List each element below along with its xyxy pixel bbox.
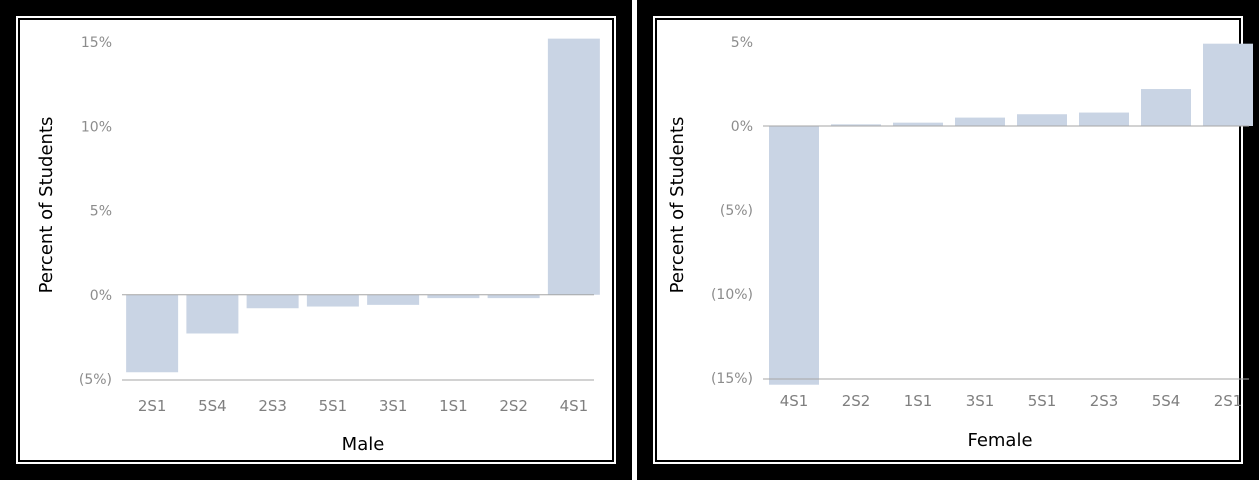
female-category-label: 5S1	[1028, 392, 1057, 410]
female-category-label: 4S1	[780, 392, 809, 410]
female-bar-3s1	[955, 117, 1005, 126]
male-bar-2s3	[246, 294, 299, 309]
male-category-label: 1S1	[439, 397, 468, 415]
female-ytick-label: (10%)	[711, 287, 753, 303]
male-ytick-label: 0%	[90, 288, 112, 304]
male-bar-1s1	[427, 294, 480, 299]
male-category-label: 2S3	[258, 397, 287, 415]
male-y-axis-title: Percent of Students	[36, 117, 57, 294]
male-ytick-label: 10%	[81, 119, 112, 135]
male-bar-2s1	[126, 294, 179, 373]
male-ytick-label: (5%)	[79, 372, 112, 388]
female-ytick-label: (5%)	[720, 203, 753, 219]
male-category-label: 4S1	[560, 397, 589, 415]
male-x-axis-title: Male	[342, 434, 385, 455]
female-ytick-label: 0%	[731, 119, 753, 135]
female-category-label: 1S1	[904, 392, 933, 410]
female-bar-2s1	[1203, 43, 1253, 126]
male-chart-panel: (5%) 0% 5% 10% 15% 2S1 5S4 2S3 5S1 3S1 1S1 2S2 4S1 Ma…	[0, 0, 632, 480]
female-bar-4s1	[769, 126, 819, 385]
female-ytick-label: 5%	[731, 35, 753, 51]
female-bar-2s3	[1079, 112, 1129, 126]
male-bar-5s1	[306, 294, 359, 307]
female-category-label: 2S3	[1090, 392, 1119, 410]
male-category-label: 2S2	[499, 397, 528, 415]
female-category-label: 5S4	[1152, 392, 1181, 410]
female-bar-5s4	[1141, 89, 1191, 126]
female-bar-chart: (15%) (10%) (5%) 0% 5% 4S1 2S2 1S1 3S1 5S1 2S3 5S4 2…	[667, 35, 1253, 451]
male-ytick-label: 15%	[81, 35, 112, 51]
male-bar-chart: (5%) 0% 5% 10% 15% 2S1 5S4 2S3 5S1 3S1 1S1 2S2 4S1 Ma…	[36, 35, 600, 455]
male-bar-5s4	[186, 294, 239, 334]
male-category-label: 3S1	[379, 397, 408, 415]
female-category-label: 2S2	[842, 392, 871, 410]
female-category-label: 3S1	[966, 392, 995, 410]
female-y-axis-title: Percent of Students	[667, 117, 688, 294]
male-bar-3s1	[367, 294, 420, 305]
female-category-label: 2S1	[1214, 392, 1243, 410]
female-ytick-label: (15%)	[711, 371, 753, 387]
female-bar-1s1	[893, 122, 943, 126]
male-ytick-label: 5%	[90, 204, 112, 220]
female-x-axis-title: Female	[967, 430, 1032, 451]
male-bar-4s1	[547, 38, 600, 295]
female-chart-panel: (15%) (10%) (5%) 0% 5% 4S1 2S2 1S1 3S1 5S1 2S3 5S4 2…	[637, 0, 1259, 480]
female-bar-2s2	[831, 124, 881, 126]
male-category-label: 2S1	[138, 397, 167, 415]
male-category-label: 5S4	[198, 397, 227, 415]
male-chart-frame	[14, 14, 618, 466]
male-bar-2s2	[487, 294, 540, 299]
female-bar-5s1	[1017, 114, 1067, 126]
male-category-label: 5S1	[319, 397, 348, 415]
